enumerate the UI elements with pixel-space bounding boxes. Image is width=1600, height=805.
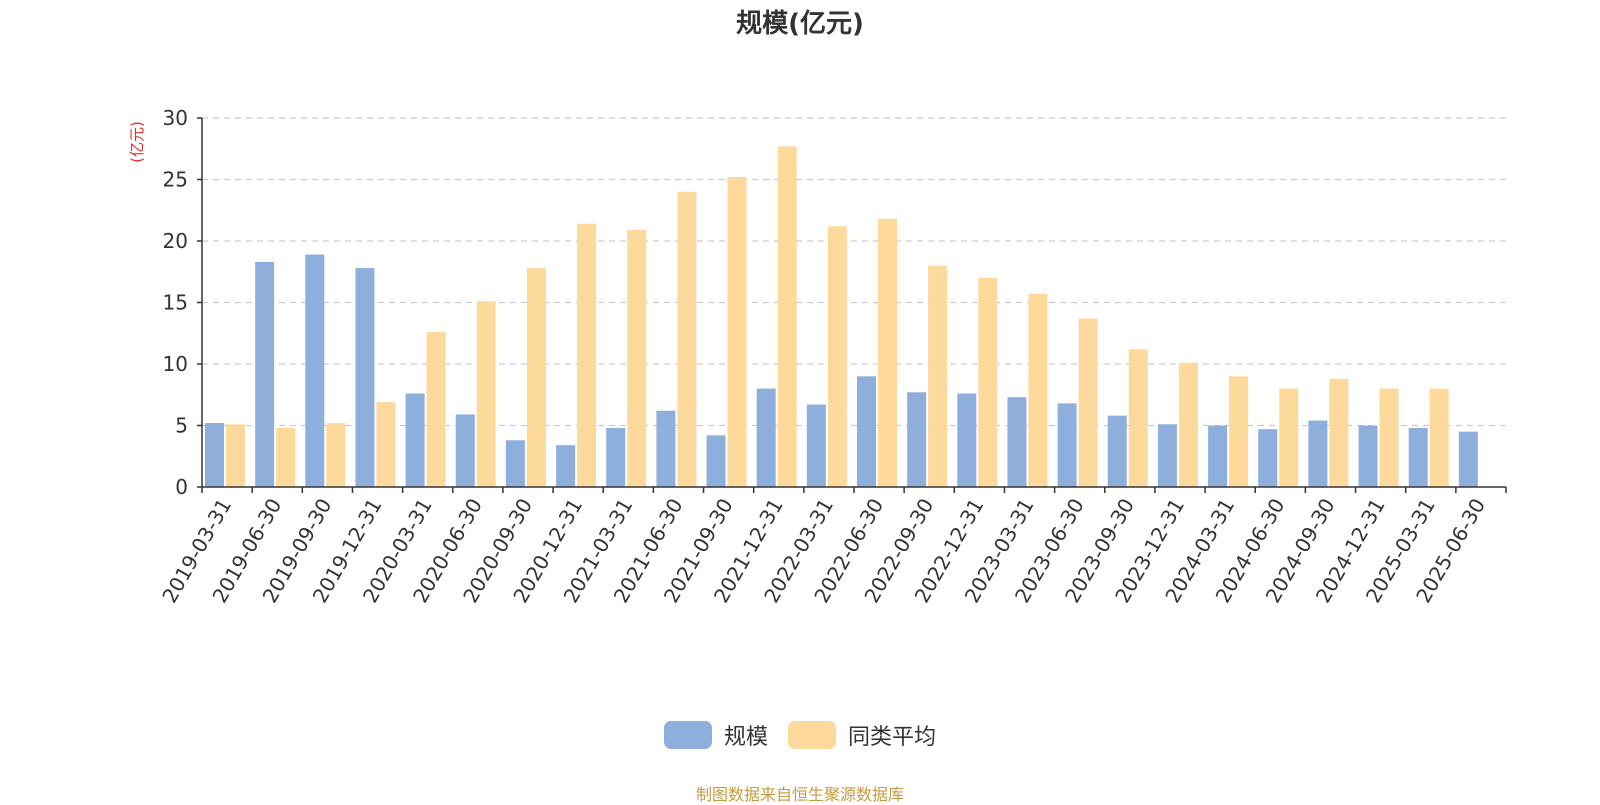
bar-scale bbox=[756, 388, 776, 487]
legend-label-scale: 规模 bbox=[723, 725, 768, 750]
bar-peer-average bbox=[677, 191, 697, 488]
bar-peer-average bbox=[727, 177, 747, 488]
bar-scale bbox=[806, 404, 826, 487]
legend-item-scale[interactable]: 规模 bbox=[663, 719, 768, 751]
bar-scale bbox=[1007, 397, 1027, 487]
bar-peer-average bbox=[878, 218, 897, 488]
bar-scale bbox=[1308, 420, 1328, 487]
bar-peer-average bbox=[1178, 362, 1198, 487]
bar-peer-average bbox=[226, 424, 245, 487]
y-tick-label: 10 bbox=[163, 352, 188, 376]
bar-peer-average bbox=[827, 226, 847, 488]
bar-peer-average bbox=[627, 229, 647, 487]
bar-peer-average bbox=[1229, 376, 1249, 487]
bar-peer-average bbox=[1128, 349, 1148, 487]
bar-peer-average bbox=[1028, 293, 1048, 487]
bar-peer-average bbox=[526, 268, 546, 487]
bar-peer-average bbox=[1429, 388, 1449, 487]
legend-label-peer-average: 同类平均 bbox=[848, 725, 937, 750]
y-tick-label: 25 bbox=[163, 168, 188, 192]
y-tick-label: 15 bbox=[163, 291, 188, 315]
bar-scale bbox=[957, 393, 977, 487]
bar-peer-average bbox=[426, 332, 446, 487]
bar-scale bbox=[656, 410, 676, 487]
bar-scale bbox=[556, 445, 576, 487]
bar-scale bbox=[305, 254, 325, 487]
legend-swatch-scale bbox=[663, 721, 712, 749]
bar-scale bbox=[606, 427, 626, 487]
bar-scale bbox=[1408, 427, 1428, 487]
bar-scale bbox=[1358, 425, 1378, 487]
bar-scale bbox=[706, 435, 726, 487]
bar-peer-average bbox=[777, 146, 797, 488]
legend-swatch-peer-average bbox=[788, 721, 836, 749]
bar-scale bbox=[1107, 415, 1127, 487]
bar-scale bbox=[857, 376, 876, 487]
bar-peer-average bbox=[577, 223, 597, 487]
bar-peer-average bbox=[1078, 318, 1098, 487]
bar-peer-average bbox=[476, 301, 496, 487]
bar-scale bbox=[405, 393, 425, 487]
bar-peer-average bbox=[326, 423, 346, 487]
bar-scale bbox=[355, 268, 375, 487]
bar-scale bbox=[255, 261, 275, 487]
chart-title: 规模(亿元) bbox=[736, 9, 864, 39]
bar-scale bbox=[1208, 425, 1228, 487]
legend-item-peer-average[interactable]: 同类平均 bbox=[788, 719, 936, 751]
bar-scale bbox=[907, 392, 927, 487]
y-tick-label: 0 bbox=[175, 475, 188, 499]
bar-scale bbox=[1157, 424, 1177, 487]
bar-peer-average bbox=[376, 402, 396, 487]
bar-peer-average bbox=[978, 277, 998, 487]
bar-peer-average bbox=[1329, 378, 1349, 487]
bar-peer-average bbox=[1279, 388, 1299, 487]
data-source-note: 制图数据来自恒生聚源数据库 bbox=[695, 785, 904, 804]
bar-peer-average bbox=[928, 265, 948, 487]
legend: 规模 同类平均 bbox=[0, 720, 1600, 750]
y-tick-label: 5 bbox=[175, 414, 188, 438]
y-axis-label: (亿元) bbox=[128, 121, 146, 163]
bar-peer-average bbox=[276, 427, 296, 487]
y-tick-label: 30 bbox=[163, 106, 188, 130]
bar-scale bbox=[455, 414, 475, 487]
bar-scale bbox=[1057, 403, 1077, 487]
bar-scale bbox=[205, 423, 224, 487]
bar-peer-average bbox=[1379, 388, 1399, 487]
bar-scale bbox=[1258, 429, 1278, 487]
bar-scale bbox=[1458, 431, 1478, 487]
y-tick-label: 20 bbox=[163, 229, 188, 253]
bar-scale bbox=[505, 440, 525, 487]
